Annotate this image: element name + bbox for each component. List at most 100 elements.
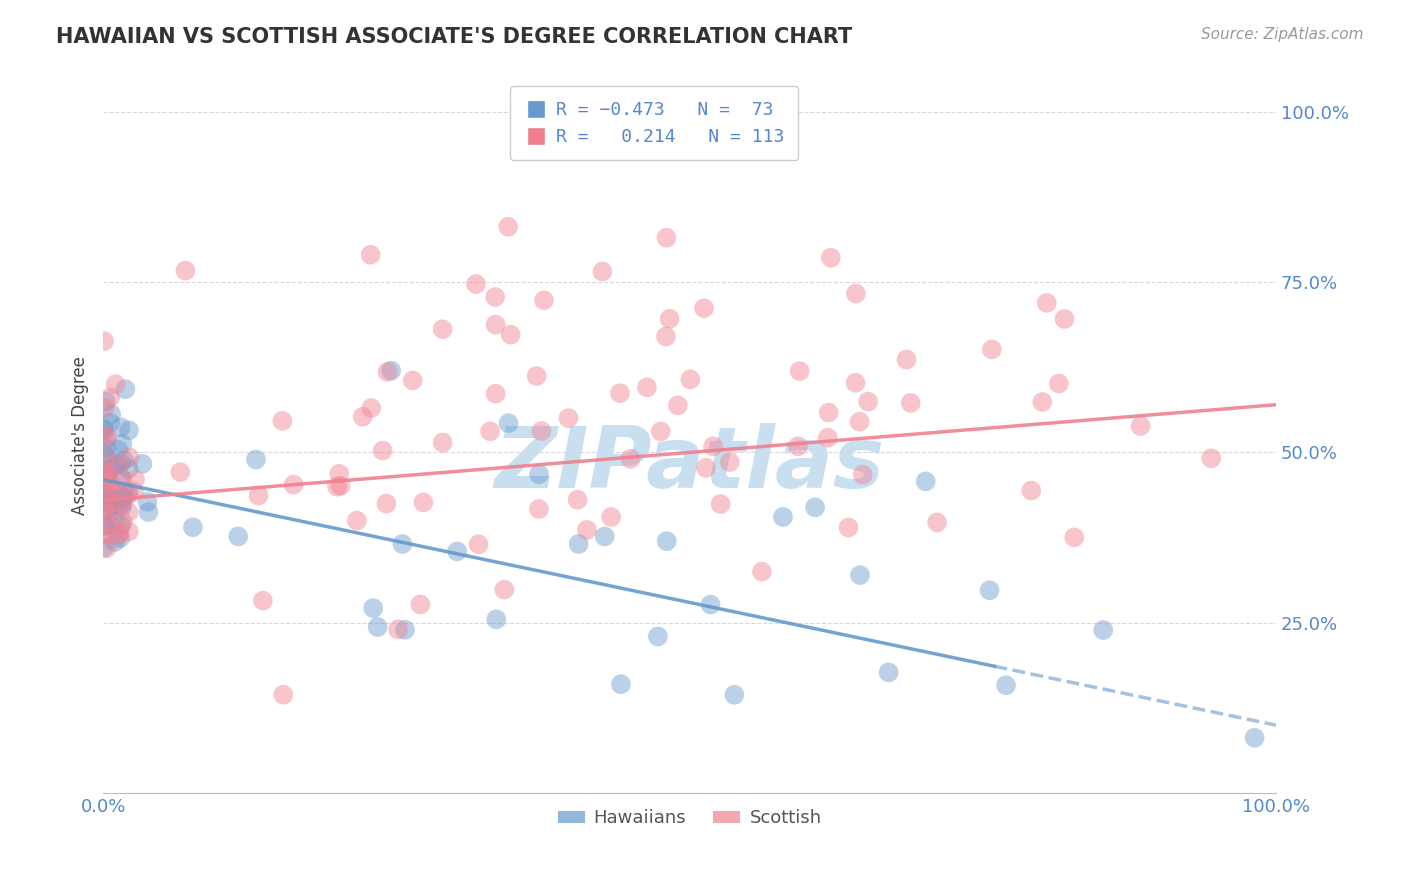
Point <box>107 442 129 457</box>
Point <box>575 523 598 537</box>
Point <box>118 450 141 465</box>
Point <box>169 465 191 479</box>
Point <box>112 484 135 499</box>
Point <box>174 263 197 277</box>
Point <box>111 490 134 504</box>
Point <box>118 485 141 500</box>
Legend: Hawaiians, Scottish: Hawaiians, Scottish <box>550 802 828 834</box>
Point <box>718 455 741 469</box>
Point <box>371 443 394 458</box>
Point <box>979 583 1001 598</box>
Point <box>723 688 745 702</box>
Point <box>98 517 121 532</box>
Text: HAWAIIAN VS SCOTTISH ASSOCIATE'S DEGREE CORRELATION CHART: HAWAIIAN VS SCOTTISH ASSOCIATE'S DEGREE … <box>56 27 852 46</box>
Point <box>107 458 129 473</box>
Point <box>751 565 773 579</box>
Point <box>380 363 402 377</box>
Point <box>96 430 118 444</box>
Point <box>93 465 115 479</box>
Point <box>485 612 508 626</box>
Point <box>97 507 120 521</box>
Point <box>111 491 134 505</box>
Point <box>326 480 349 494</box>
Point <box>122 484 145 499</box>
Point <box>271 414 294 428</box>
Point <box>96 450 118 465</box>
Point <box>103 482 125 496</box>
Point <box>111 500 134 514</box>
Point <box>526 369 548 384</box>
Point <box>658 311 681 326</box>
Point <box>787 439 810 453</box>
Point <box>391 537 413 551</box>
Point <box>412 495 434 509</box>
Point <box>96 442 118 456</box>
Text: Source: ZipAtlas.com: Source: ZipAtlas.com <box>1201 27 1364 42</box>
Point <box>527 502 550 516</box>
Point <box>93 447 115 461</box>
Point <box>896 352 918 367</box>
Point <box>283 477 305 491</box>
Point <box>93 501 115 516</box>
Point <box>94 491 117 506</box>
Point <box>655 231 678 245</box>
Point <box>100 496 122 510</box>
Point <box>877 665 900 680</box>
Point <box>695 460 717 475</box>
Point <box>91 423 114 437</box>
Point <box>387 623 409 637</box>
Point <box>498 416 520 430</box>
Point <box>636 380 658 394</box>
Point <box>804 500 827 515</box>
Point <box>1047 376 1070 391</box>
Point <box>980 343 1002 357</box>
Point <box>110 518 132 533</box>
Point <box>124 472 146 486</box>
Point <box>533 293 555 308</box>
Point <box>93 518 115 533</box>
Point <box>118 423 141 437</box>
Point <box>699 598 721 612</box>
Point <box>1092 623 1115 637</box>
Point <box>136 495 159 509</box>
Point <box>1053 312 1076 326</box>
Point <box>96 451 118 466</box>
Point <box>360 248 382 262</box>
Point <box>600 510 623 524</box>
Point <box>655 329 678 343</box>
Point <box>98 416 121 430</box>
Point <box>93 502 115 516</box>
Point <box>96 469 118 483</box>
Point <box>93 334 115 348</box>
Point <box>1035 296 1057 310</box>
Point <box>94 487 117 501</box>
Point <box>252 593 274 607</box>
Point <box>710 497 733 511</box>
Point <box>107 528 129 542</box>
Point <box>111 437 134 451</box>
Point <box>97 503 120 517</box>
Point <box>100 407 122 421</box>
Point <box>97 487 120 501</box>
Point <box>110 471 132 485</box>
Point <box>367 620 389 634</box>
Point <box>93 527 115 541</box>
Point <box>271 688 294 702</box>
Point <box>914 475 936 489</box>
Point <box>789 364 811 378</box>
Point <box>679 372 702 386</box>
Point <box>568 537 591 551</box>
Point <box>925 516 948 530</box>
Point <box>96 474 118 488</box>
Text: ZIPatlas: ZIPatlas <box>495 423 884 506</box>
Point <box>591 264 613 278</box>
Point <box>98 462 121 476</box>
Point <box>117 488 139 502</box>
Point <box>702 439 724 453</box>
Point <box>94 480 117 494</box>
Point <box>494 582 516 597</box>
Point <box>530 424 553 438</box>
Point <box>104 377 127 392</box>
Point <box>104 513 127 527</box>
Point <box>844 376 866 390</box>
